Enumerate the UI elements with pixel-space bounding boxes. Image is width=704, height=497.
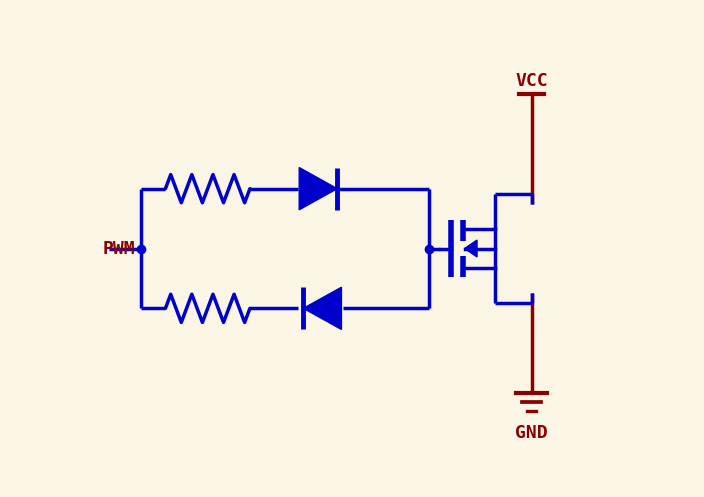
Text: PWM: PWM	[103, 240, 135, 257]
Text: VCC: VCC	[515, 72, 548, 90]
Polygon shape	[465, 240, 477, 257]
Text: GND: GND	[515, 424, 548, 442]
Polygon shape	[303, 287, 341, 330]
Polygon shape	[299, 167, 337, 210]
